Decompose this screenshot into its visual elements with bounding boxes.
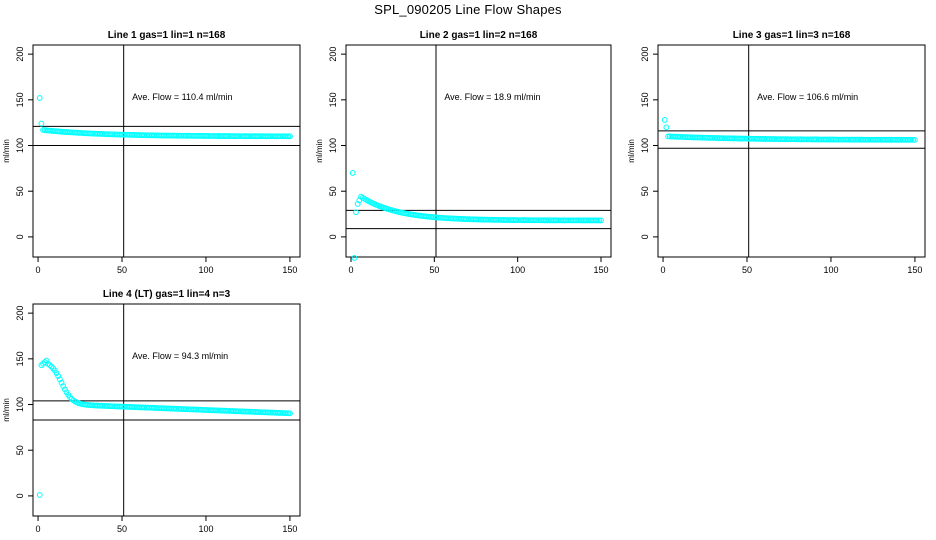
x-tick-label: 0: [348, 265, 353, 275]
annotation-average-flow: Ave. Flow = 110.4 ml/min: [132, 92, 232, 102]
x-tick-label: 0: [661, 265, 666, 275]
x-tick-label: 100: [510, 265, 525, 275]
x-tick-label: 150: [282, 265, 297, 275]
data-series: [36, 357, 293, 498]
y-tick-label: 100: [15, 138, 25, 153]
data-point: [53, 370, 60, 377]
data-series: [36, 95, 293, 140]
figure-title: SPL_090205 Line Flow Shapes: [374, 2, 562, 17]
y-tick-label: 150: [640, 92, 650, 107]
y-tick-label: 200: [640, 47, 650, 62]
data-point: [56, 376, 63, 383]
data-point: [67, 394, 73, 400]
data-point: [910, 136, 917, 143]
data-point: [60, 383, 67, 390]
data-point: [598, 217, 604, 224]
data-point: [38, 362, 45, 369]
data-point: [55, 373, 62, 379]
data-point: [594, 217, 601, 224]
data-point: [283, 133, 290, 140]
x-tick-label: 0: [36, 524, 41, 534]
data-point: [285, 133, 292, 140]
data-point: [353, 209, 359, 216]
data-point: [58, 379, 65, 386]
x-tick-label: 50: [117, 265, 127, 275]
data-point: [48, 363, 55, 370]
data-point: [908, 136, 915, 143]
panel-title: Line 4 (LT) gas=1 lin=4 n=3: [103, 289, 231, 300]
annotation-average-flow: Ave. Flow = 18.9 ml/min: [444, 92, 540, 102]
data-point: [62, 386, 68, 393]
y-tick-label: 0: [15, 493, 25, 498]
y-tick-label: 150: [15, 351, 25, 366]
chart-panel-1: Line 1 gas=1 lin=1 n=168 0 50 100 150 0 50 100 1…: [2, 30, 301, 275]
y-tick-label: 50: [640, 186, 650, 196]
y-axis-label: ml/min: [2, 139, 11, 163]
x-tick-label: 50: [117, 524, 127, 534]
data-point: [287, 410, 293, 417]
y-tick-label: 200: [328, 47, 338, 62]
annotation-average-flow: Ave. Flow = 106.6 ml/min: [757, 92, 858, 102]
panel-title: Line 1 gas=1 lin=1 n=168: [108, 30, 226, 41]
y-tick-label: 0: [640, 234, 650, 239]
data-series: [349, 170, 604, 261]
plot-frame: [345, 44, 612, 258]
x-tick-label: 100: [198, 524, 213, 534]
plot-frame: [32, 44, 301, 258]
y-tick-label: 200: [15, 306, 25, 321]
y-tick-label: 150: [15, 92, 25, 107]
y-tick-label: 0: [328, 234, 338, 239]
x-tick-label: 0: [36, 265, 41, 275]
x-tick-label: 100: [198, 265, 213, 275]
data-point: [596, 217, 603, 224]
x-tick-label: 50: [429, 265, 439, 275]
data-point: [43, 357, 50, 364]
y-tick-label: 50: [15, 186, 25, 196]
data-point: [661, 117, 668, 123]
data-point: [287, 133, 293, 140]
data-point: [36, 95, 43, 101]
y-axis-label: ml/min: [627, 139, 636, 163]
y-axis-label: ml/min: [315, 139, 324, 163]
chart-panel-2: Line 2 gas=1 lin=2 n=168 0 50 100 150 0 50 100 1…: [315, 30, 612, 275]
x-tick-label: 50: [742, 265, 752, 275]
x-tick-label: 150: [593, 265, 608, 275]
y-axis-label: ml/min: [2, 398, 11, 422]
x-tick-label: 150: [282, 524, 297, 534]
y-tick-label: 0: [15, 234, 25, 239]
x-tick-label: 100: [823, 265, 838, 275]
annotation-average-flow: Ave. Flow = 94.3 ml/min: [132, 351, 228, 361]
panel-title: Line 2 gas=1 lin=2 n=168: [420, 30, 538, 41]
panel-title: Line 3 gas=1 lin=3 n=168: [733, 30, 851, 41]
chart-panel-3: Line 3 gas=1 lin=3 n=168 0 50 100 150 0 50 100 1…: [627, 30, 926, 275]
data-point: [351, 255, 358, 261]
y-tick-label: 100: [15, 397, 25, 412]
y-tick-label: 100: [640, 138, 650, 153]
data-point: [912, 136, 918, 143]
data-point: [38, 120, 45, 127]
data-series: [661, 117, 918, 143]
y-tick-label: 200: [15, 47, 25, 62]
y-tick-label: 50: [328, 186, 338, 196]
data-point: [46, 362, 53, 369]
y-tick-label: 100: [328, 138, 338, 153]
plot-frame: [657, 44, 926, 258]
x-tick-label: 150: [907, 265, 922, 275]
data-point: [36, 492, 43, 498]
chart-panel-4: Line 4 (LT) gas=1 lin=4 n=3 0 50 100 150 0 50 1…: [2, 289, 301, 534]
y-tick-label: 50: [15, 445, 25, 455]
plot-frame: [32, 303, 301, 517]
data-point: [663, 124, 670, 131]
data-point: [349, 170, 356, 176]
y-tick-label: 150: [328, 92, 338, 107]
